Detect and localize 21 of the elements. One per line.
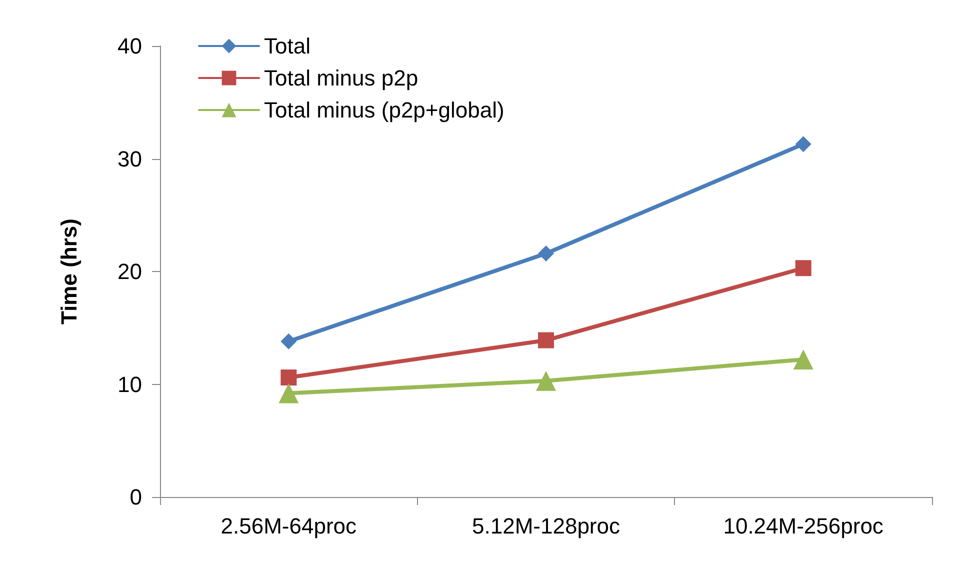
point <box>280 333 297 350</box>
x-tick-label: 2.56M-64proc <box>220 514 357 538</box>
y-axis-title: Time (hrs) <box>56 218 82 324</box>
point <box>280 369 297 386</box>
y-tick-label: 0 <box>130 484 142 510</box>
legend-label: Total minus (p2p+global) <box>264 98 504 122</box>
y-tick-label: 20 <box>118 259 142 284</box>
point <box>278 383 299 404</box>
point <box>538 332 554 348</box>
legend-label: Total minus p2p <box>264 66 418 90</box>
point <box>795 260 812 276</box>
x-tick-label: 10.24M-256proc <box>723 514 884 538</box>
point <box>795 136 812 152</box>
point <box>538 245 554 262</box>
x-tick-label: 5.12M-128proc <box>472 514 620 538</box>
point <box>536 370 556 391</box>
y-tick-label: 40 <box>118 34 142 58</box>
legend-label: Total <box>264 34 310 58</box>
point <box>793 349 814 370</box>
y-tick-label: 10 <box>118 372 142 397</box>
y-tick-label: 30 <box>118 146 142 172</box>
